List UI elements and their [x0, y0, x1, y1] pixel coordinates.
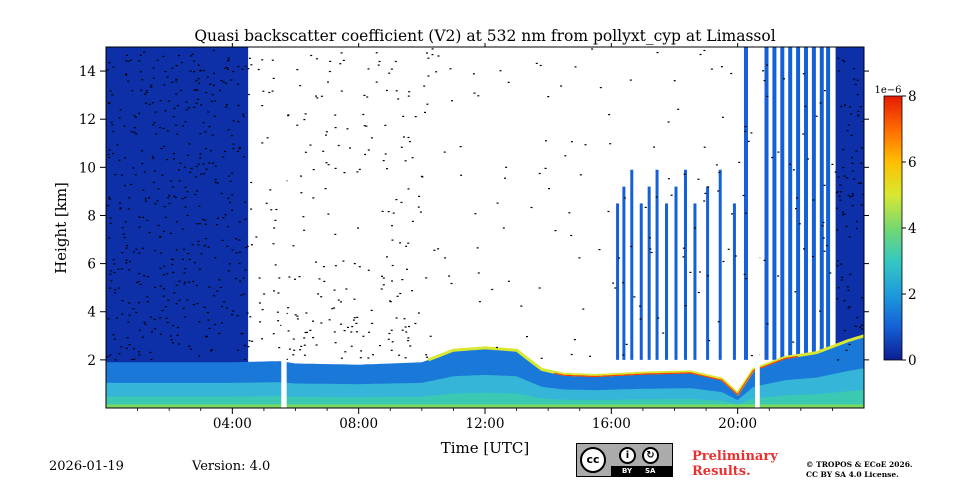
- cloud-column: [772, 47, 777, 360]
- cc-sa-label: SA: [645, 467, 656, 475]
- y-tick-label: 10: [79, 160, 96, 176]
- x-tick-label: 20:00: [718, 416, 757, 432]
- colorbar-tick-label: 4: [908, 221, 917, 237]
- cloud-column: [732, 203, 736, 360]
- cloud-column: [639, 203, 643, 360]
- cloud-column: [647, 186, 651, 360]
- copyright-notice: © TROPOS & ECoE 2026. CC BY SA 4.0 Licen…: [806, 460, 956, 480]
- surface-band: [106, 404, 864, 408]
- cloud-column: [780, 47, 785, 360]
- x-axis: 04:00 08:00 12:00 16:00 20:00: [137, 43, 833, 432]
- cloud-column: [622, 186, 626, 360]
- colorbar-tick-label: 8: [908, 89, 917, 105]
- y-axis-label: Height [km]: [52, 182, 70, 274]
- processing-version: Version: 4.0: [192, 459, 271, 474]
- attribution-person-icon: i: [619, 447, 636, 464]
- colorbar-exponent: 1e−6: [874, 85, 901, 96]
- cloud-column: [693, 203, 697, 360]
- colorbar-tick: 0: [902, 353, 917, 369]
- y-tick-label: 12: [79, 112, 96, 128]
- y-tick-label: 4: [87, 305, 96, 321]
- x-tick-label: 12:00: [466, 416, 505, 432]
- cloud-column: [819, 47, 824, 360]
- colorbar-tick-label: 0: [908, 353, 917, 369]
- cloud-column: [674, 186, 678, 360]
- y-tick: 12: [79, 112, 869, 128]
- y-axis: 2 4 6 8 10 12 14: [79, 64, 869, 369]
- cloud-column: [803, 47, 808, 360]
- data-gap: [755, 47, 760, 408]
- aerosol-layer-surface: [106, 389, 864, 408]
- preliminary-results-note: Preliminary Results.: [692, 449, 802, 479]
- cloud-column: [811, 47, 816, 360]
- chart-title: Quasi backscatter coefficient (V2) at 53…: [194, 27, 775, 45]
- x-tick: 16:00: [592, 43, 631, 432]
- cloud-column: [665, 203, 669, 360]
- y-tick: 2: [87, 353, 869, 369]
- cloud-column: [718, 169, 722, 360]
- noise-speckles: [106, 48, 864, 361]
- x-tick: 20:00: [718, 43, 757, 432]
- cloud-column: [796, 47, 801, 360]
- night-signal-left: [106, 47, 249, 408]
- y-tick-label: 2: [87, 353, 96, 369]
- cc-icon: cc: [580, 447, 606, 473]
- y-tick: 14: [79, 64, 869, 80]
- copyright-line-1: © TROPOS & ECoE 2026.: [806, 460, 913, 469]
- layer-top-edge: [427, 334, 864, 396]
- x-tick: 08:00: [339, 43, 378, 432]
- cc-license-strip: BY SA: [611, 466, 673, 476]
- colorbar-ticks: 0 2 4 6 8: [902, 89, 917, 369]
- x-tick: 04:00: [213, 43, 252, 432]
- x-tick-label: 08:00: [339, 416, 378, 432]
- y-tick-label: 6: [87, 257, 96, 273]
- cc-license-badge: cc i ↻ BY SA: [576, 443, 673, 477]
- cc-license-terms: i ↻ BY SA: [611, 444, 673, 476]
- x-tick: 12:00: [466, 43, 505, 432]
- copyright-line-2: CC BY SA 4.0 License.: [806, 470, 899, 479]
- measurement-date: 2026-01-19: [49, 459, 124, 474]
- x-axis-label: Time [UTC]: [441, 439, 530, 457]
- colorbar-tick-label: 6: [908, 155, 917, 171]
- x-tick-label: 04:00: [213, 416, 252, 432]
- cloud-column: [826, 47, 831, 360]
- cc-by-label: BY: [622, 467, 633, 475]
- share-alike-icon: ↻: [642, 447, 659, 464]
- y-tick-label: 14: [79, 64, 96, 80]
- colorbar-tick: 2: [902, 287, 917, 303]
- plot-area: [106, 47, 864, 408]
- preliminary-line-2: Results.: [692, 464, 751, 479]
- cloud-column: [764, 47, 769, 360]
- cloud-column: [788, 47, 793, 360]
- cloud-column: [630, 169, 634, 360]
- x-tick-label: 16:00: [592, 416, 631, 432]
- data-gap: [281, 47, 287, 408]
- colorbar-tick: 6: [902, 155, 917, 171]
- cloud-column: [616, 203, 620, 360]
- cloud-column: [743, 47, 748, 360]
- y-tick-label: 8: [87, 208, 96, 224]
- y-tick: 10: [79, 160, 869, 176]
- preliminary-line-1: Preliminary: [692, 449, 778, 464]
- colorbar: 1e−6 0 2 4 6 8: [874, 85, 916, 369]
- colorbar-tick: 8: [902, 89, 917, 105]
- colorbar-tick: 4: [902, 221, 917, 237]
- y-tick: 4: [87, 305, 869, 321]
- y-tick: 8: [87, 208, 869, 224]
- colorbar-scale: [883, 95, 903, 361]
- cloud-column: [655, 169, 659, 360]
- cloud-column: [706, 186, 710, 360]
- cloud-column: [683, 169, 687, 360]
- colorbar-tick-label: 2: [908, 287, 917, 303]
- y-tick: 6: [87, 257, 869, 273]
